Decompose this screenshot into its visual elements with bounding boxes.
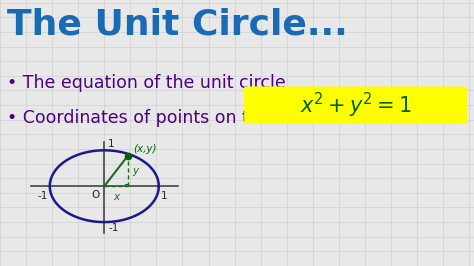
Text: • Coordinates of points on the unit circle: • Coordinates of points on the unit circ… <box>7 109 362 127</box>
Text: The Unit Circle...: The Unit Circle... <box>7 8 348 42</box>
Text: -1: -1 <box>108 223 118 234</box>
Text: -1: -1 <box>37 191 47 201</box>
Text: • The equation of the unit circle: • The equation of the unit circle <box>7 74 286 93</box>
Text: O: O <box>91 190 100 200</box>
Text: 1: 1 <box>161 191 168 201</box>
Text: 1: 1 <box>108 139 115 149</box>
Text: $\mathit{x}^2 + \mathit{y}^2 = 1$: $\mathit{x}^2 + \mathit{y}^2 = 1$ <box>300 90 411 120</box>
Text: y: y <box>133 166 139 176</box>
Bar <box>125 184 128 186</box>
Text: (x,y): (x,y) <box>133 144 156 154</box>
FancyBboxPatch shape <box>244 86 467 124</box>
Text: x: x <box>113 192 119 202</box>
